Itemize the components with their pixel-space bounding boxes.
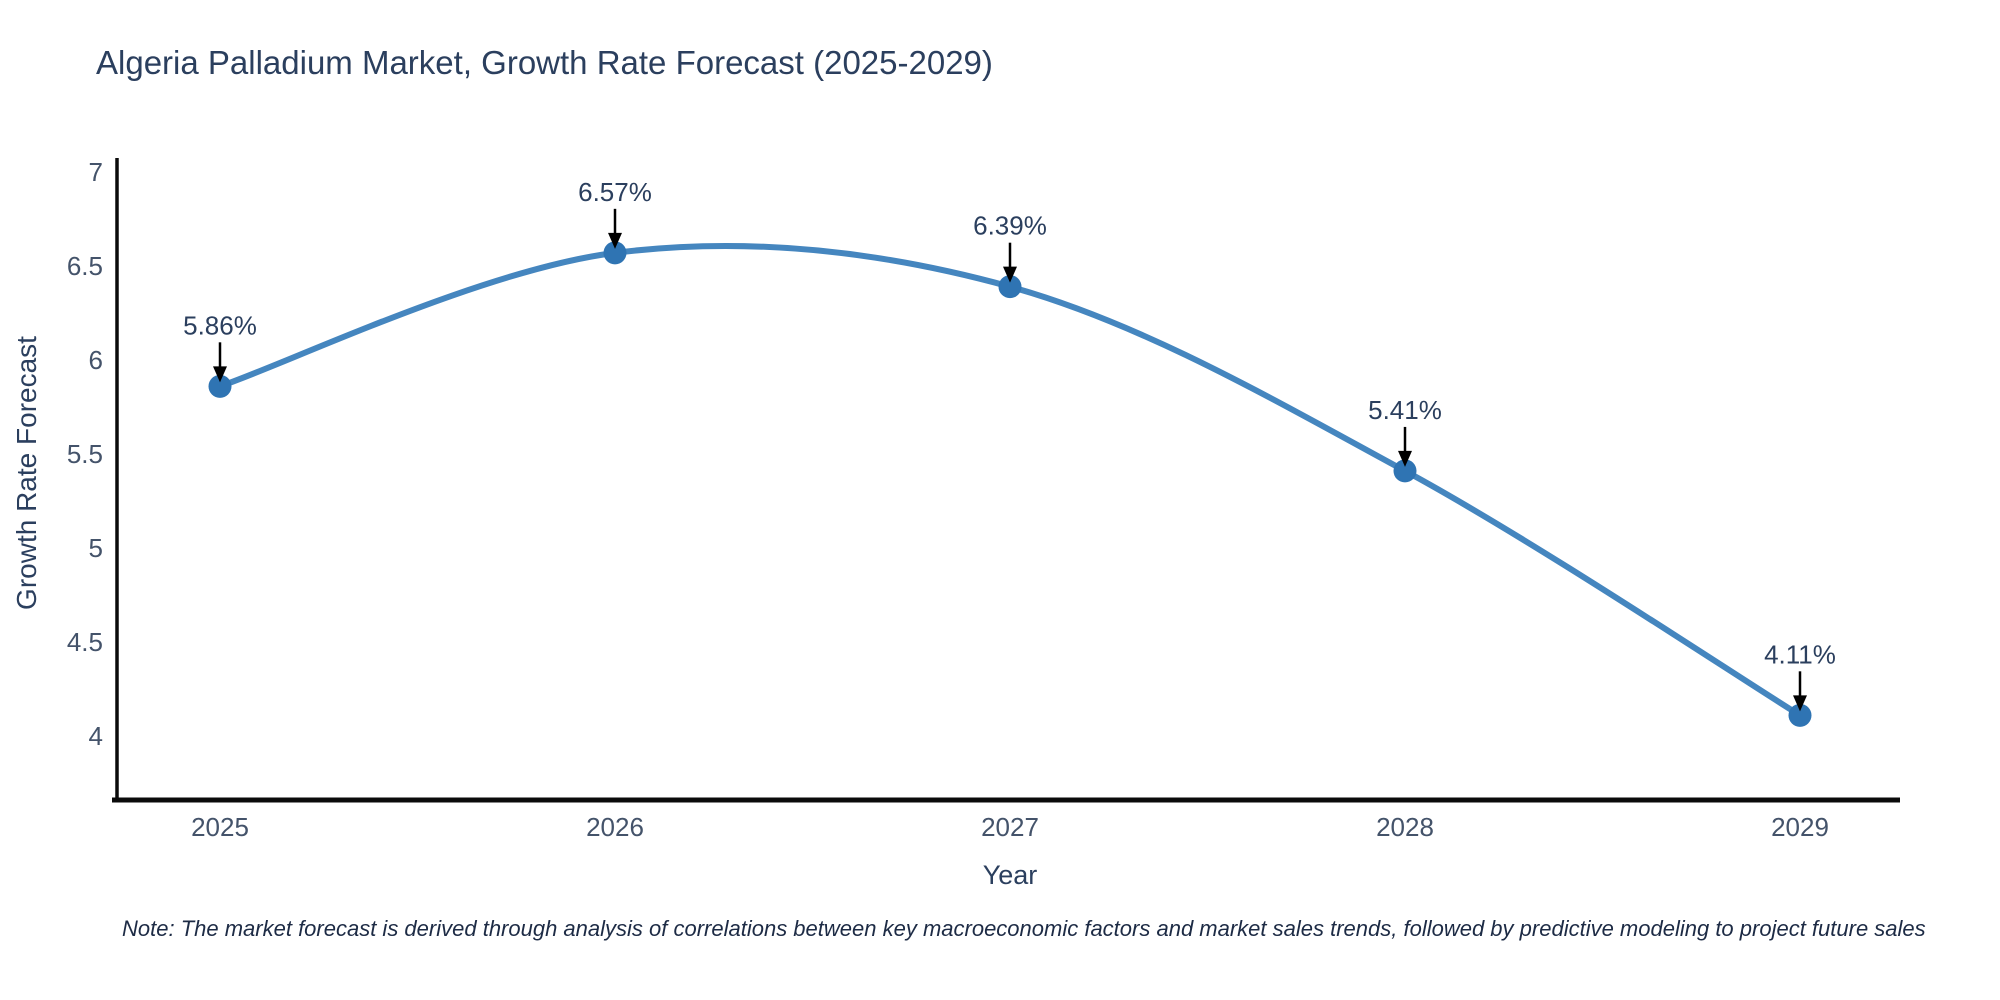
y-tick-label: 5.5 (67, 439, 103, 469)
x-axis-title: Year (983, 860, 1038, 890)
y-tick-label: 4.5 (67, 627, 103, 657)
point-value-label: 6.57% (578, 177, 652, 207)
annotation-arrowhead (1398, 450, 1412, 467)
y-tick-label: 4 (89, 721, 103, 751)
y-tick-label: 6 (89, 345, 103, 375)
y-tick-label: 7 (89, 157, 103, 187)
data-point-2027[interactable] (998, 275, 1022, 299)
data-point-2029[interactable] (1788, 703, 1812, 727)
footnote: Note: The market forecast is derived thr… (122, 916, 1926, 941)
data-point-2028[interactable] (1393, 459, 1417, 483)
point-value-label: 4.11% (1764, 639, 1836, 669)
point-value-label: 5.41% (1368, 395, 1442, 425)
y-tick-label: 6.5 (67, 251, 103, 281)
y-tick-label: 5 (89, 533, 103, 563)
annotation-arrowhead (213, 366, 227, 383)
annotation-arrowhead (1003, 266, 1017, 283)
data-point-2025[interactable] (208, 374, 232, 398)
annotation-arrowhead (1793, 695, 1807, 712)
annotation-arrowhead (608, 232, 622, 249)
x-tick-label: 2026 (586, 812, 644, 842)
point-value-label: 5.86% (183, 310, 257, 340)
x-tick-label: 2027 (981, 812, 1039, 842)
chart-title: Algeria Palladium Market, Growth Rate Fo… (96, 44, 993, 81)
data-point-2026[interactable] (603, 241, 627, 265)
x-tick-label: 2029 (1771, 812, 1829, 842)
forecast-line (217, 242, 1803, 719)
x-tick-label: 2028 (1376, 812, 1434, 842)
x-tick-label: 2025 (191, 812, 249, 842)
point-value-label: 6.39% (973, 211, 1047, 241)
y-axis-title: Growth Rate Forecast (11, 336, 42, 610)
